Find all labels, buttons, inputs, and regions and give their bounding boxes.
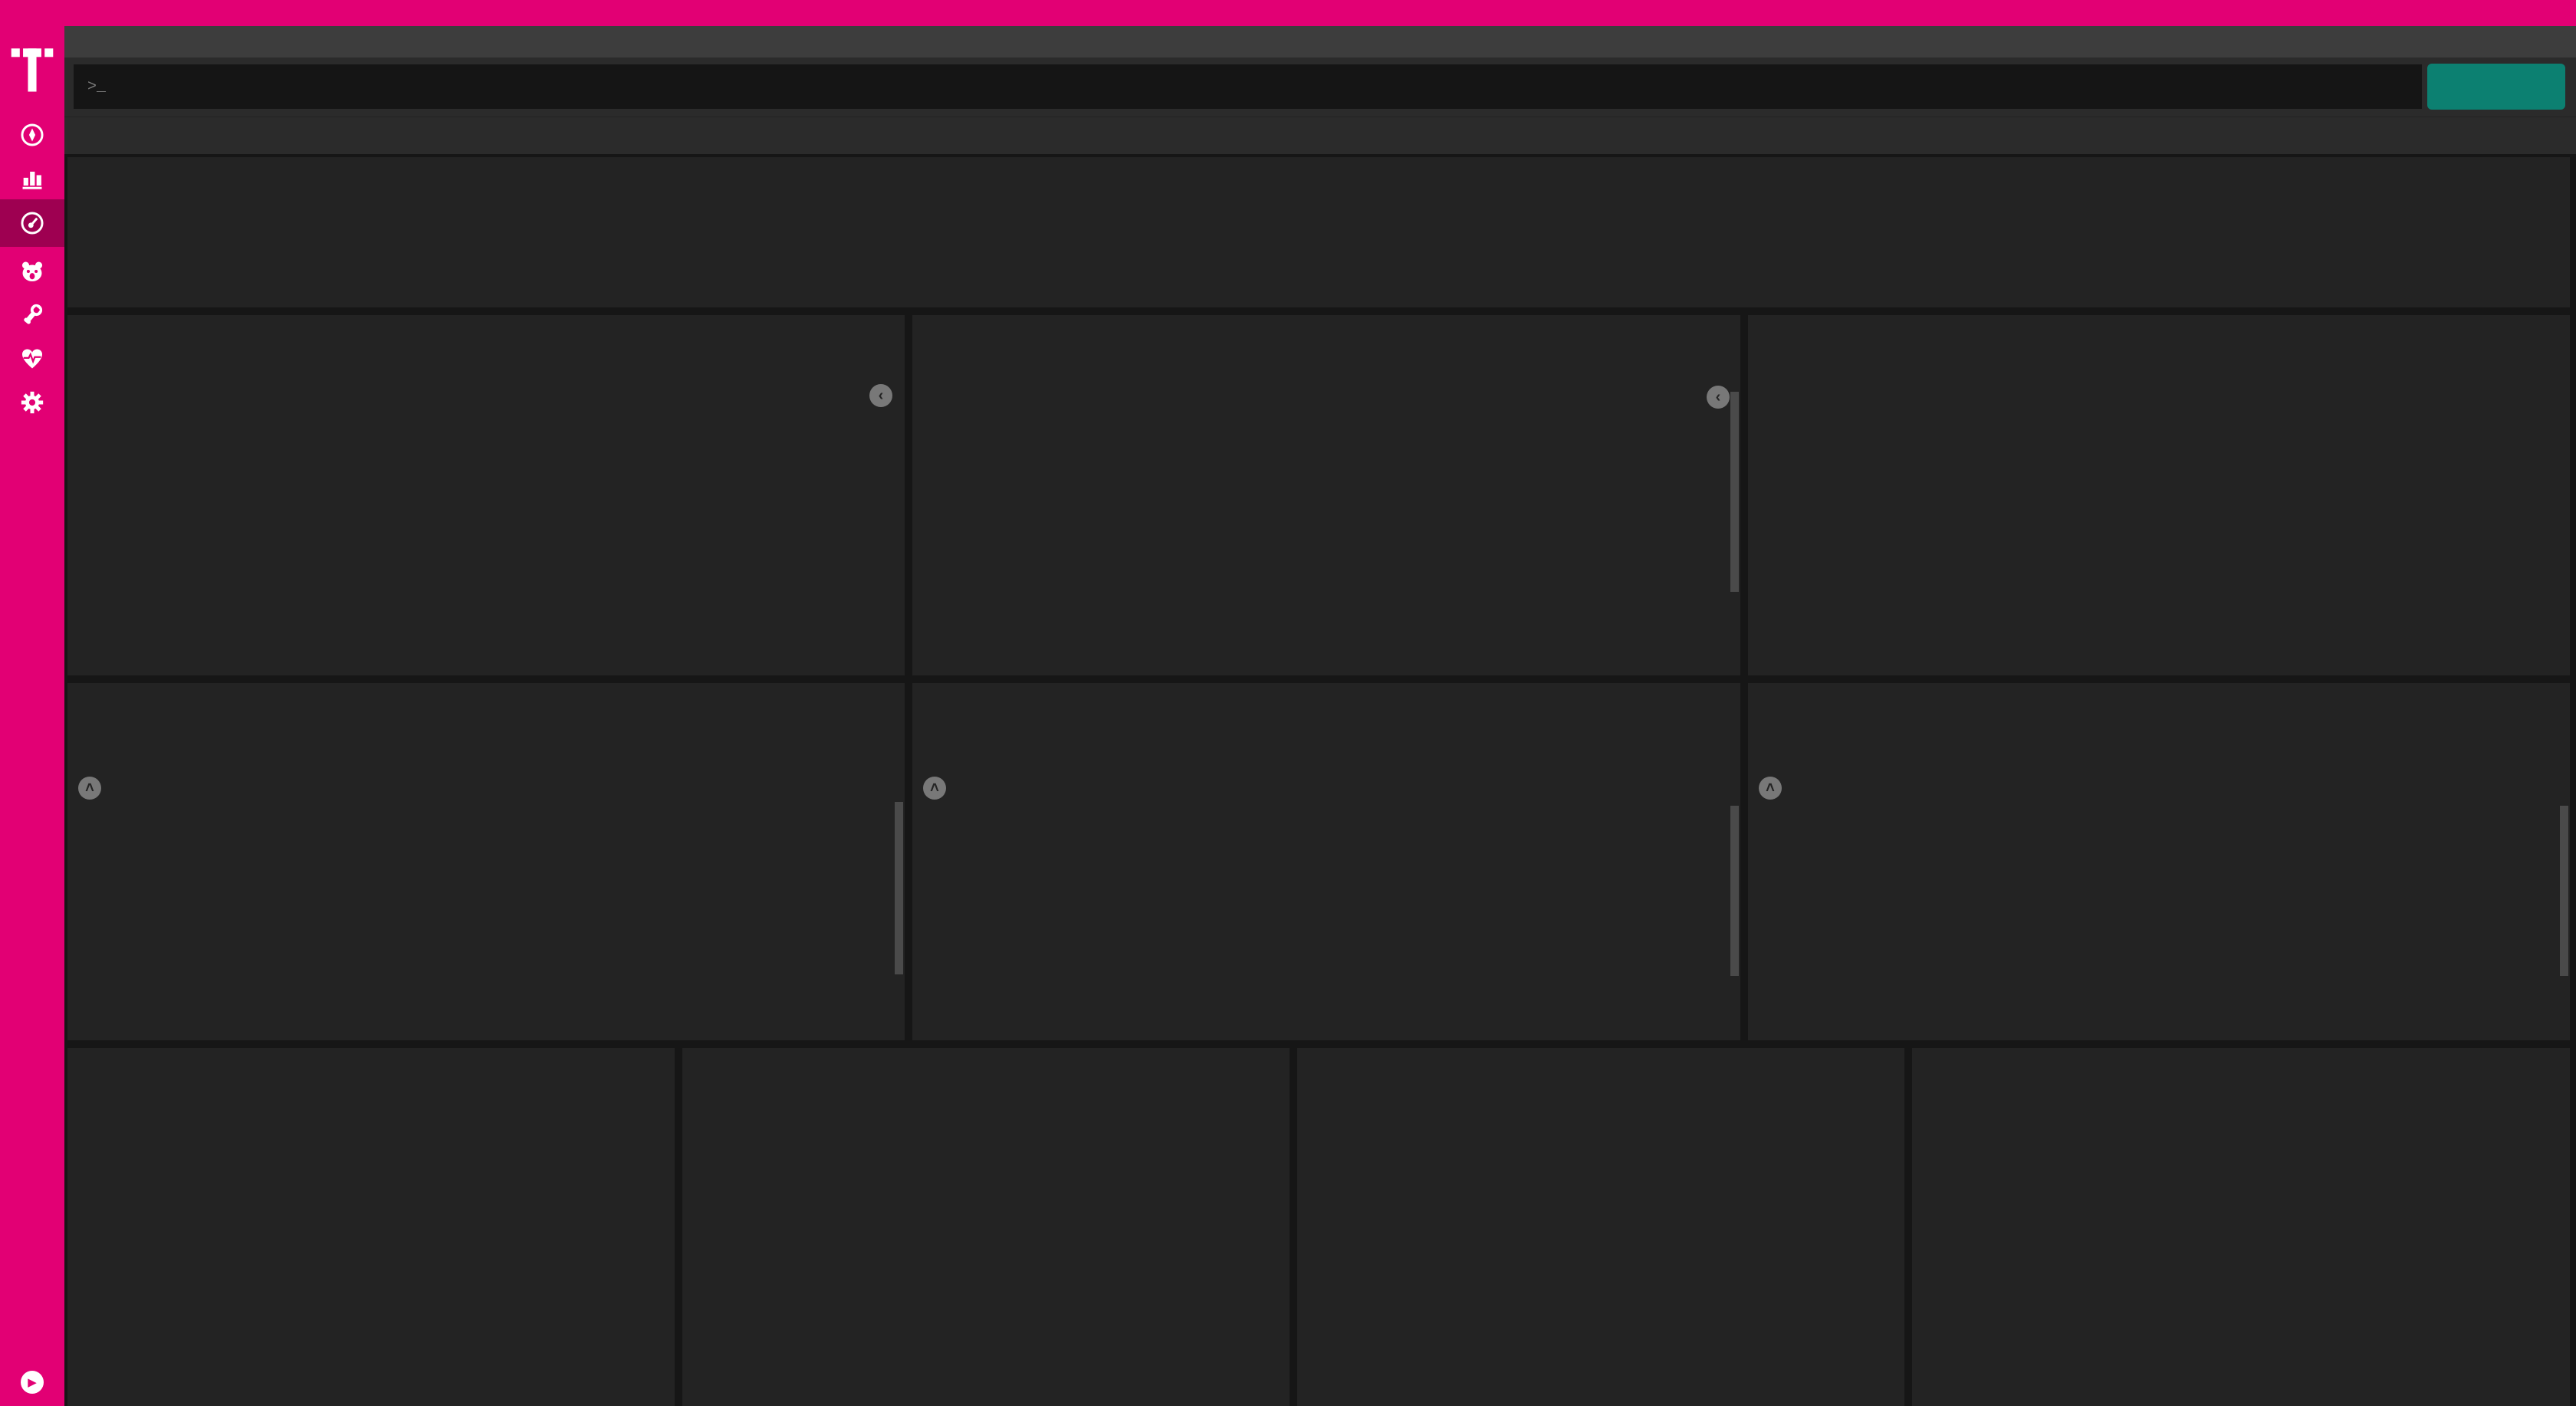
sidebar-item-management[interactable] [0,379,64,425]
panel-scrollbar[interactable] [895,802,903,974]
sidebar-collapse-button[interactable]: ▶ [21,1371,44,1394]
sidebar-item-dev-tools[interactable] [0,292,64,337]
sidebar-item-timelion[interactable] [0,248,64,294]
breadcrumb [80,33,92,51]
bar-chart-icon [22,171,42,189]
legend-collapse-icon[interactable]: ‹ [1707,386,1730,409]
heartbeat-icon [21,349,43,368]
filter-bar [64,117,2576,154]
panel-attacks-by-honeypot-donut [682,1048,1290,1406]
panel-honeypot-attack-map [1748,315,2570,675]
legend-collapse-icon[interactable]: ˄ [78,777,101,800]
panel-attacks-by-country-histogram: ˄ [1748,683,2570,1040]
sidebar-item-monitoring[interactable] [0,336,64,381]
top-nav-bar [0,0,2576,26]
kibana-toolbar [64,26,2576,57]
gauge-icon [21,212,44,235]
legend-collapse-icon[interactable]: ˄ [923,777,946,800]
sidebar: ▶ [0,0,64,1406]
panel-attacks-by-destination-port: ˄ [67,683,905,1040]
wrench-icon [24,304,43,324]
gear-icon [21,391,44,413]
compass-icon [21,123,44,146]
sidebar-item-visualize[interactable] [0,156,64,201]
panel-attacks-by-honeypot-histogram: ˄ [912,683,1740,1040]
legend-collapse-icon[interactable]: ˄ [1759,777,1782,800]
panel-top10 [67,157,2570,307]
legend-collapse-icon[interactable]: ‹ [869,384,892,407]
panel-honeypot-attacks-histogram: ‹ [912,315,1740,675]
update-button[interactable] [2427,64,2565,110]
search-input[interactable]: >_ [74,64,2422,109]
panel-p0f-os-distribution [1297,1048,1904,1406]
panel-attacker-src-ip-reputation [67,1048,675,1406]
panel-scrollbar[interactable] [2560,806,2568,976]
sidebar-item-dashboard[interactable] [0,199,64,247]
telekom-logo [11,48,54,92]
top-nav-links [0,0,2522,26]
sidebar-item-discover[interactable] [0,112,64,157]
breadcrumb-separator [80,33,92,51]
query-bar: >_ [64,57,2576,117]
panel-attacks-by-country-donut [1912,1048,2570,1406]
otter-icon [21,261,43,281]
panel-honeypot-attacks-bar: ‹ [67,315,905,675]
panel-scrollbar[interactable] [1730,392,1739,592]
query-prompt-icon: >_ [87,77,107,96]
panel-scrollbar[interactable] [1730,806,1739,976]
